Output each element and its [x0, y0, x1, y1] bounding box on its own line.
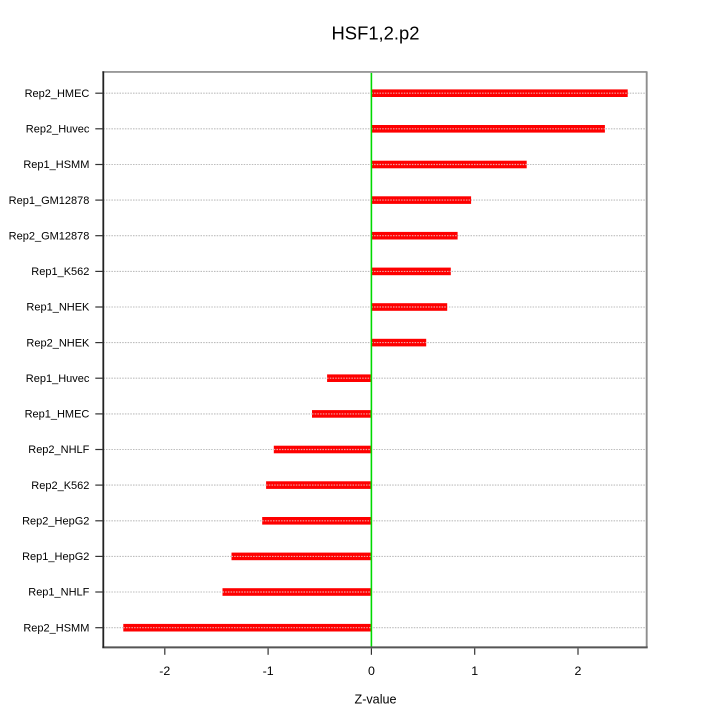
svg-text:Rep2_Huvec: Rep2_Huvec	[26, 124, 90, 136]
svg-text:Rep1_NHLF: Rep1_NHLF	[28, 587, 89, 599]
svg-text:0: 0	[368, 664, 375, 678]
svg-text:Rep1_HSMM: Rep1_HSMM	[23, 159, 89, 171]
svg-text:1: 1	[471, 664, 478, 678]
svg-text:Rep2_NHEK: Rep2_NHEK	[26, 337, 90, 349]
svg-text:Z-value: Z-value	[355, 692, 397, 706]
svg-text:Rep1_HepG2: Rep1_HepG2	[22, 551, 89, 563]
svg-text:Rep1_K562: Rep1_K562	[31, 266, 89, 278]
svg-text:Rep2_GM12878: Rep2_GM12878	[9, 230, 90, 242]
svg-text:Rep2_HepG2: Rep2_HepG2	[22, 516, 89, 528]
svg-text:2: 2	[575, 664, 582, 678]
svg-text:-2: -2	[159, 664, 170, 678]
svg-text:Rep1_GM12878: Rep1_GM12878	[9, 195, 90, 207]
svg-text:Rep1_NHEK: Rep1_NHEK	[26, 302, 90, 314]
svg-text:-1: -1	[263, 664, 274, 678]
svg-text:Rep1_HMEC: Rep1_HMEC	[25, 409, 90, 421]
svg-text:Rep2_HMEC: Rep2_HMEC	[25, 88, 90, 100]
svg-text:HSF1,2.p2: HSF1,2.p2	[332, 22, 420, 43]
svg-text:Rep2_HSMM: Rep2_HSMM	[23, 622, 89, 634]
svg-text:Rep2_K562: Rep2_K562	[31, 480, 89, 492]
svg-text:Rep1_Huvec: Rep1_Huvec	[26, 373, 90, 385]
svg-text:Rep2_NHLF: Rep2_NHLF	[28, 444, 89, 456]
